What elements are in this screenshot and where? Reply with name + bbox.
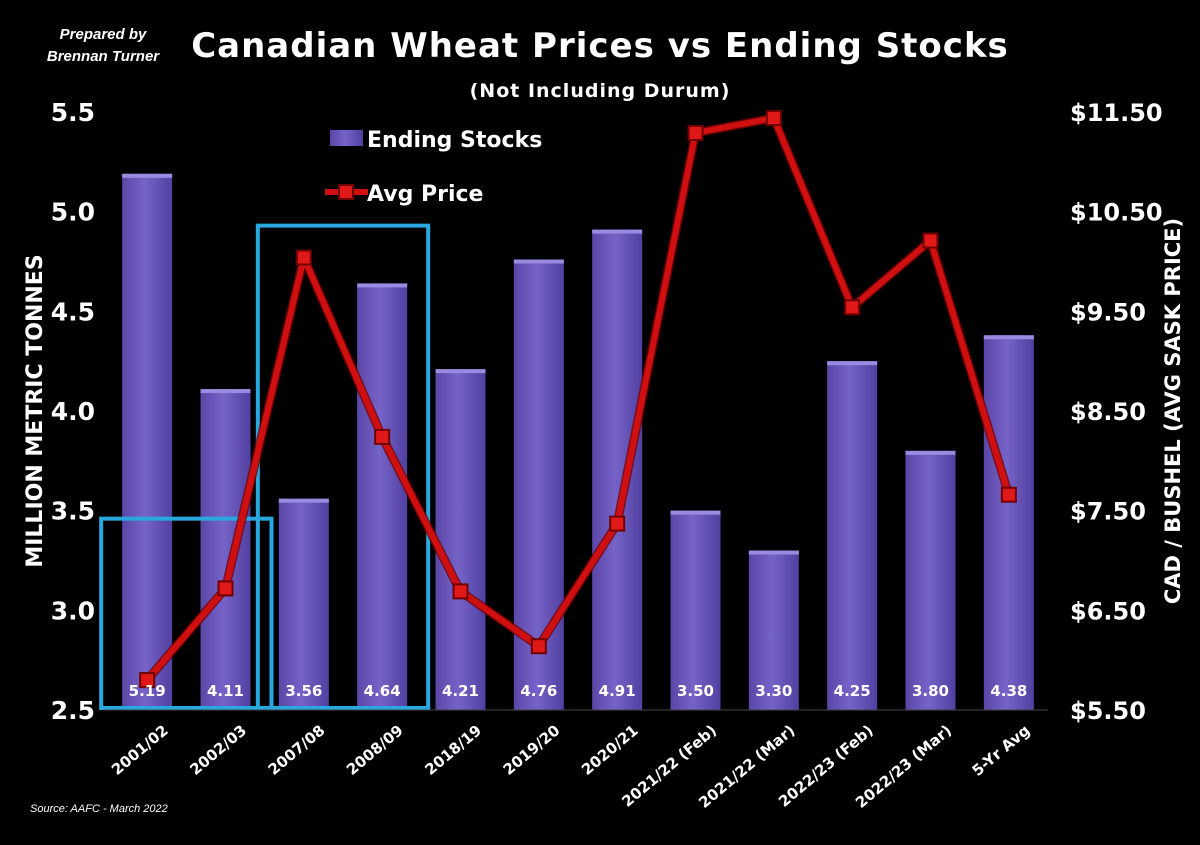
legend-label-ending-stocks: Ending Stocks [367, 128, 542, 153]
bar-value-label: 4.91 [599, 682, 636, 700]
price-point-2008/09 [374, 428, 391, 445]
x-tick-label: 2018/19 [421, 721, 485, 779]
y2-axis-title: CAD / BUSHEL (AVG SASK PRICE) [1161, 218, 1185, 604]
bar-2022/23 (Feb) [827, 361, 878, 710]
x-tick-label: 2020/21 [578, 721, 642, 779]
y2-tick-label: $6.50 [1070, 597, 1146, 625]
bar-top-2020/21 [592, 229, 643, 234]
bar-5-Yr Avg [983, 335, 1034, 710]
price-point-2021/22 (Feb) [687, 124, 704, 141]
x-tick-label: 2001/02 [108, 721, 172, 779]
y-tick-label: 5.5 [51, 98, 95, 127]
price-point-2020/21 [609, 515, 626, 532]
x-tick-label: 2019/20 [500, 721, 564, 779]
bar-value-label: 4.64 [364, 682, 401, 700]
bar-top-2019/20 [513, 259, 564, 264]
bar-top-2001/02 [122, 173, 173, 178]
bar-top-2022/23 (Mar) [905, 450, 956, 455]
chart-title: Canadian Wheat Prices vs Ending Stocks [191, 26, 1009, 66]
bar-value-label: 3.30 [755, 682, 792, 700]
bar-2002/03 [200, 389, 251, 710]
x-tick-label: 2002/03 [186, 721, 250, 779]
price-point-2022/23 (Mar) [922, 232, 939, 249]
price-point-2002/03 [217, 580, 234, 597]
price-point-2022/23 (Feb) [844, 299, 861, 316]
price-line [144, 114, 1012, 683]
bar-value-label: 4.11 [207, 682, 244, 700]
bar-2021/22 (Feb) [670, 510, 721, 710]
y-tick-label: 5.0 [51, 198, 95, 227]
price-point-5-Yr Avg [1000, 486, 1017, 503]
y-tick-label: 3.5 [51, 497, 95, 526]
chart-subtitle: (Not Including Durum) [469, 80, 731, 102]
bar-value-label: 3.80 [912, 682, 949, 700]
price-point-2019/20 [530, 638, 547, 655]
bar-2020/21 [592, 229, 643, 710]
bar-2018/19 [435, 369, 486, 710]
bar-2007/08 [278, 498, 329, 710]
y-tick-label: 2.5 [51, 696, 95, 725]
bar-top-2002/03 [200, 389, 251, 394]
y2-tick-label: $9.50 [1070, 298, 1146, 326]
y2-tick-label: $10.50 [1070, 199, 1163, 227]
legend-label-avg-price: Avg Price [367, 182, 483, 207]
bar-value-label: 4.21 [442, 682, 479, 700]
legend-swatch-ending-stocks [330, 130, 363, 146]
bar-top-2021/22 (Feb) [670, 510, 721, 515]
price-line-shadow [143, 113, 1014, 684]
bar-2001/02 [122, 173, 173, 710]
y-tick-label: 4.0 [51, 397, 95, 426]
price-point-2021/22 (Mar) [765, 109, 782, 126]
bar-top-5-Yr Avg [983, 335, 1034, 340]
credit-line-2: Brennan Turner [46, 48, 160, 65]
price-point-2018/19 [452, 583, 469, 600]
x-tick-label: 2008/09 [343, 721, 407, 779]
credit: Prepared by Brennan Turner [28, 24, 178, 68]
y-axis-title: MILLION METRIC TONNES [23, 254, 48, 567]
bar-value-label: 3.56 [285, 682, 322, 700]
y2-tick-label: $5.50 [1070, 697, 1146, 725]
bar-2008/09 [357, 283, 408, 710]
legend-marker-avg-price [338, 184, 354, 200]
bar-value-label: 4.76 [520, 682, 557, 700]
price-point-2001/02 [139, 672, 156, 689]
highlight-box-1 [99, 516, 274, 711]
bar-top-2022/23 (Feb) [827, 361, 878, 366]
x-tick-label: 2007/08 [265, 721, 329, 779]
credit-line-1: Prepared by [59, 26, 147, 43]
bar-top-2007/08 [278, 498, 329, 503]
bar-top-2018/19 [435, 369, 486, 374]
bar-2021/22 (Mar) [748, 550, 799, 710]
y2-tick-label: $11.50 [1070, 99, 1163, 127]
bar-2022/23 (Mar) [905, 450, 956, 710]
y-tick-label: 3.0 [51, 596, 95, 625]
x-tick-label: 5-Yr Avg [969, 721, 1034, 779]
bar-value-label: 3.50 [677, 682, 714, 700]
y2-tick-label: $7.50 [1070, 498, 1146, 526]
bar-top-2021/22 (Mar) [748, 550, 799, 555]
y-tick-label: 4.5 [51, 297, 95, 326]
source-note: Source: AAFC - March 2022 [30, 803, 168, 815]
y2-tick-label: $8.50 [1070, 398, 1146, 426]
bar-top-2008/09 [357, 283, 408, 288]
bar-value-label: 4.38 [990, 682, 1027, 700]
bar-value-label: 4.25 [834, 682, 871, 700]
bar-value-label: 5.19 [129, 682, 166, 700]
price-point-2007/08 [295, 249, 312, 266]
